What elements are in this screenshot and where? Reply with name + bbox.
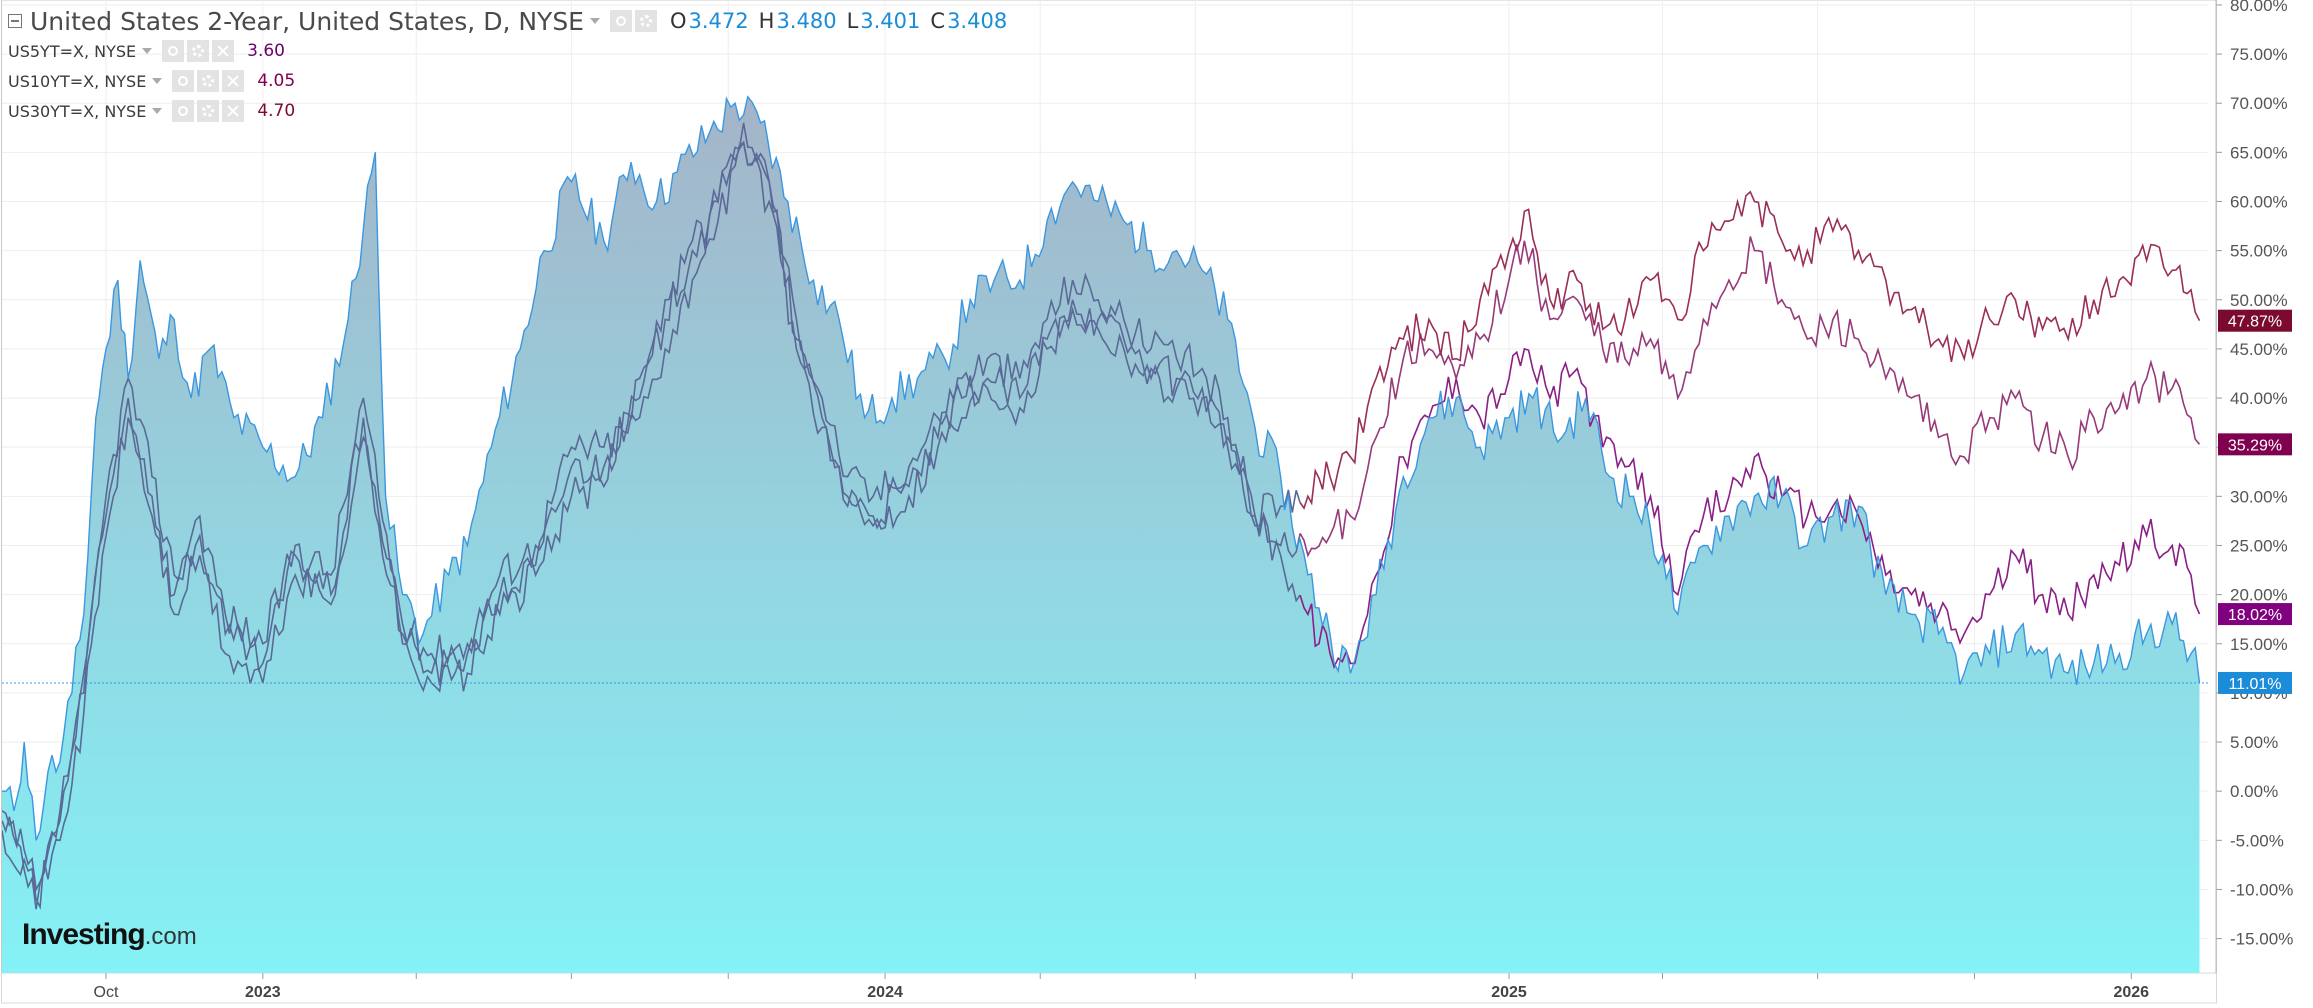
series-line-us5yt-x-early bbox=[2, 140, 1301, 910]
legend-ticker-row: US5YT=X, NYSE 3.60 bbox=[8, 36, 1007, 66]
ohlc-low-value: 3.401 bbox=[860, 9, 921, 33]
ticker-name: US10YT=X, NYSE bbox=[8, 71, 147, 91]
series-line-us2y bbox=[2, 95, 2201, 841]
close-icon[interactable] bbox=[222, 100, 245, 122]
close-icon[interactable] bbox=[212, 40, 235, 62]
logo-suffix: .com bbox=[144, 923, 197, 950]
gear-icon[interactable] bbox=[197, 100, 220, 122]
y-tick-label: -5.00% bbox=[2230, 831, 2284, 850]
x-tick-label: 2025 bbox=[1491, 984, 1527, 1001]
x-tick-label: Oct bbox=[94, 984, 119, 1001]
chevron-down-icon[interactable] bbox=[589, 18, 600, 24]
chevron-down-icon[interactable] bbox=[152, 78, 163, 84]
legend-ticker-row: US30YT=X, NYSE 4.70 bbox=[8, 96, 1007, 126]
series-line-us30yt-x bbox=[1299, 190, 2201, 510]
y-tick-label: 15.00% bbox=[2230, 635, 2288, 654]
ticker-value: 4.05 bbox=[257, 71, 296, 91]
series-line-us10yt-x bbox=[1299, 236, 2201, 558]
investing-logo: Investing.com bbox=[22, 918, 197, 952]
ticker-name: US5YT=X, NYSE bbox=[8, 41, 137, 61]
close-icon[interactable] bbox=[222, 70, 245, 92]
x-tick-label: 2026 bbox=[2113, 984, 2149, 1001]
x-tick-label: 2024 bbox=[867, 984, 903, 1001]
legend-ticker-row: US10YT=X, NYSE 4.05 bbox=[8, 66, 1007, 96]
y-tick-label: 80.00% bbox=[2230, 0, 2288, 15]
y-tick-label: 30.00% bbox=[2230, 487, 2288, 506]
y-tick-label: 5.00% bbox=[2230, 733, 2278, 752]
x-tick-label: 2023 bbox=[245, 984, 281, 1001]
eye-icon[interactable] bbox=[172, 70, 195, 92]
y-tick-label: -10.00% bbox=[2230, 880, 2293, 899]
ticker-value: 3.60 bbox=[247, 41, 285, 61]
last-value-badge bbox=[2218, 671, 2292, 694]
y-tick-label: 60.00% bbox=[2230, 192, 2288, 211]
axis-layer: 80.00% 75.00% 70.00% 65.00% 60.00% 55.00% 50.0… bbox=[94, 0, 2293, 1001]
ohlc-high-label: H bbox=[758, 9, 775, 33]
eye-icon[interactable] bbox=[609, 10, 632, 32]
series-area-us2y bbox=[2, 96, 2200, 973]
ohlc-low-label: L bbox=[846, 9, 859, 33]
ohlc-open-label: O bbox=[669, 9, 687, 33]
gear-icon[interactable] bbox=[187, 40, 210, 62]
ohlc-open-value: 3.472 bbox=[688, 9, 749, 33]
last-value-badge-label: 47.87% bbox=[2228, 314, 2282, 331]
collapse-icon[interactable] bbox=[8, 14, 22, 28]
y-tick-label: 25.00% bbox=[2230, 536, 2288, 555]
ohlc-close-label: C bbox=[930, 9, 946, 33]
ohlc-high-value: 3.480 bbox=[776, 9, 837, 33]
y-tick-label: 70.00% bbox=[2230, 94, 2288, 113]
ticker-value: 4.70 bbox=[257, 101, 296, 121]
gear-icon[interactable] bbox=[634, 10, 657, 32]
y-tick-label: 45.00% bbox=[2230, 340, 2288, 359]
last-value-badge bbox=[2218, 309, 2292, 332]
last-value-badge bbox=[2218, 603, 2292, 626]
eye-icon[interactable] bbox=[172, 100, 195, 122]
series-line-us30yt-x-early bbox=[2, 141, 1301, 910]
logo-brand: Investing bbox=[22, 918, 146, 951]
last-value-badge-label: 11.01% bbox=[2228, 676, 2281, 693]
y-tick-label: -15.00% bbox=[2230, 930, 2293, 949]
last-value-badge-label: 18.02% bbox=[2228, 607, 2282, 624]
y-tick-label: 20.00% bbox=[2230, 586, 2288, 605]
series-layer bbox=[2, 95, 2208, 973]
chevron-down-icon[interactable] bbox=[142, 48, 153, 54]
badge-layer: 47.87% 35.29% 18.02% 11.01% bbox=[2218, 309, 2292, 694]
y-tick-label: 40.00% bbox=[2230, 389, 2288, 408]
y-tick-label: 55.00% bbox=[2230, 242, 2288, 261]
y-tick-label: 75.00% bbox=[2230, 45, 2288, 64]
legend: United States 2-Year, United States, D, … bbox=[8, 6, 1007, 126]
ohlc-close-value: 3.408 bbox=[947, 9, 1008, 33]
chevron-down-icon[interactable] bbox=[152, 108, 163, 114]
y-tick-label: 0.00% bbox=[2230, 782, 2278, 801]
y-tick-label: 65.00% bbox=[2230, 143, 2288, 162]
y-tick-label: 50.00% bbox=[2230, 291, 2288, 310]
gear-icon[interactable] bbox=[197, 70, 220, 92]
legend-main-row: United States 2-Year, United States, D, … bbox=[8, 6, 1007, 36]
last-value-badge bbox=[2218, 433, 2292, 456]
last-value-badge-label: 35.29% bbox=[2228, 437, 2282, 454]
ticker-name: US30YT=X, NYSE bbox=[8, 101, 147, 121]
series-line-us5yt-x bbox=[1299, 347, 2201, 670]
bottom-scroll-frame bbox=[1, 972, 2217, 1004]
main-series-title: United States 2-Year, United States, D, … bbox=[30, 6, 584, 36]
eye-icon[interactable] bbox=[162, 40, 185, 62]
